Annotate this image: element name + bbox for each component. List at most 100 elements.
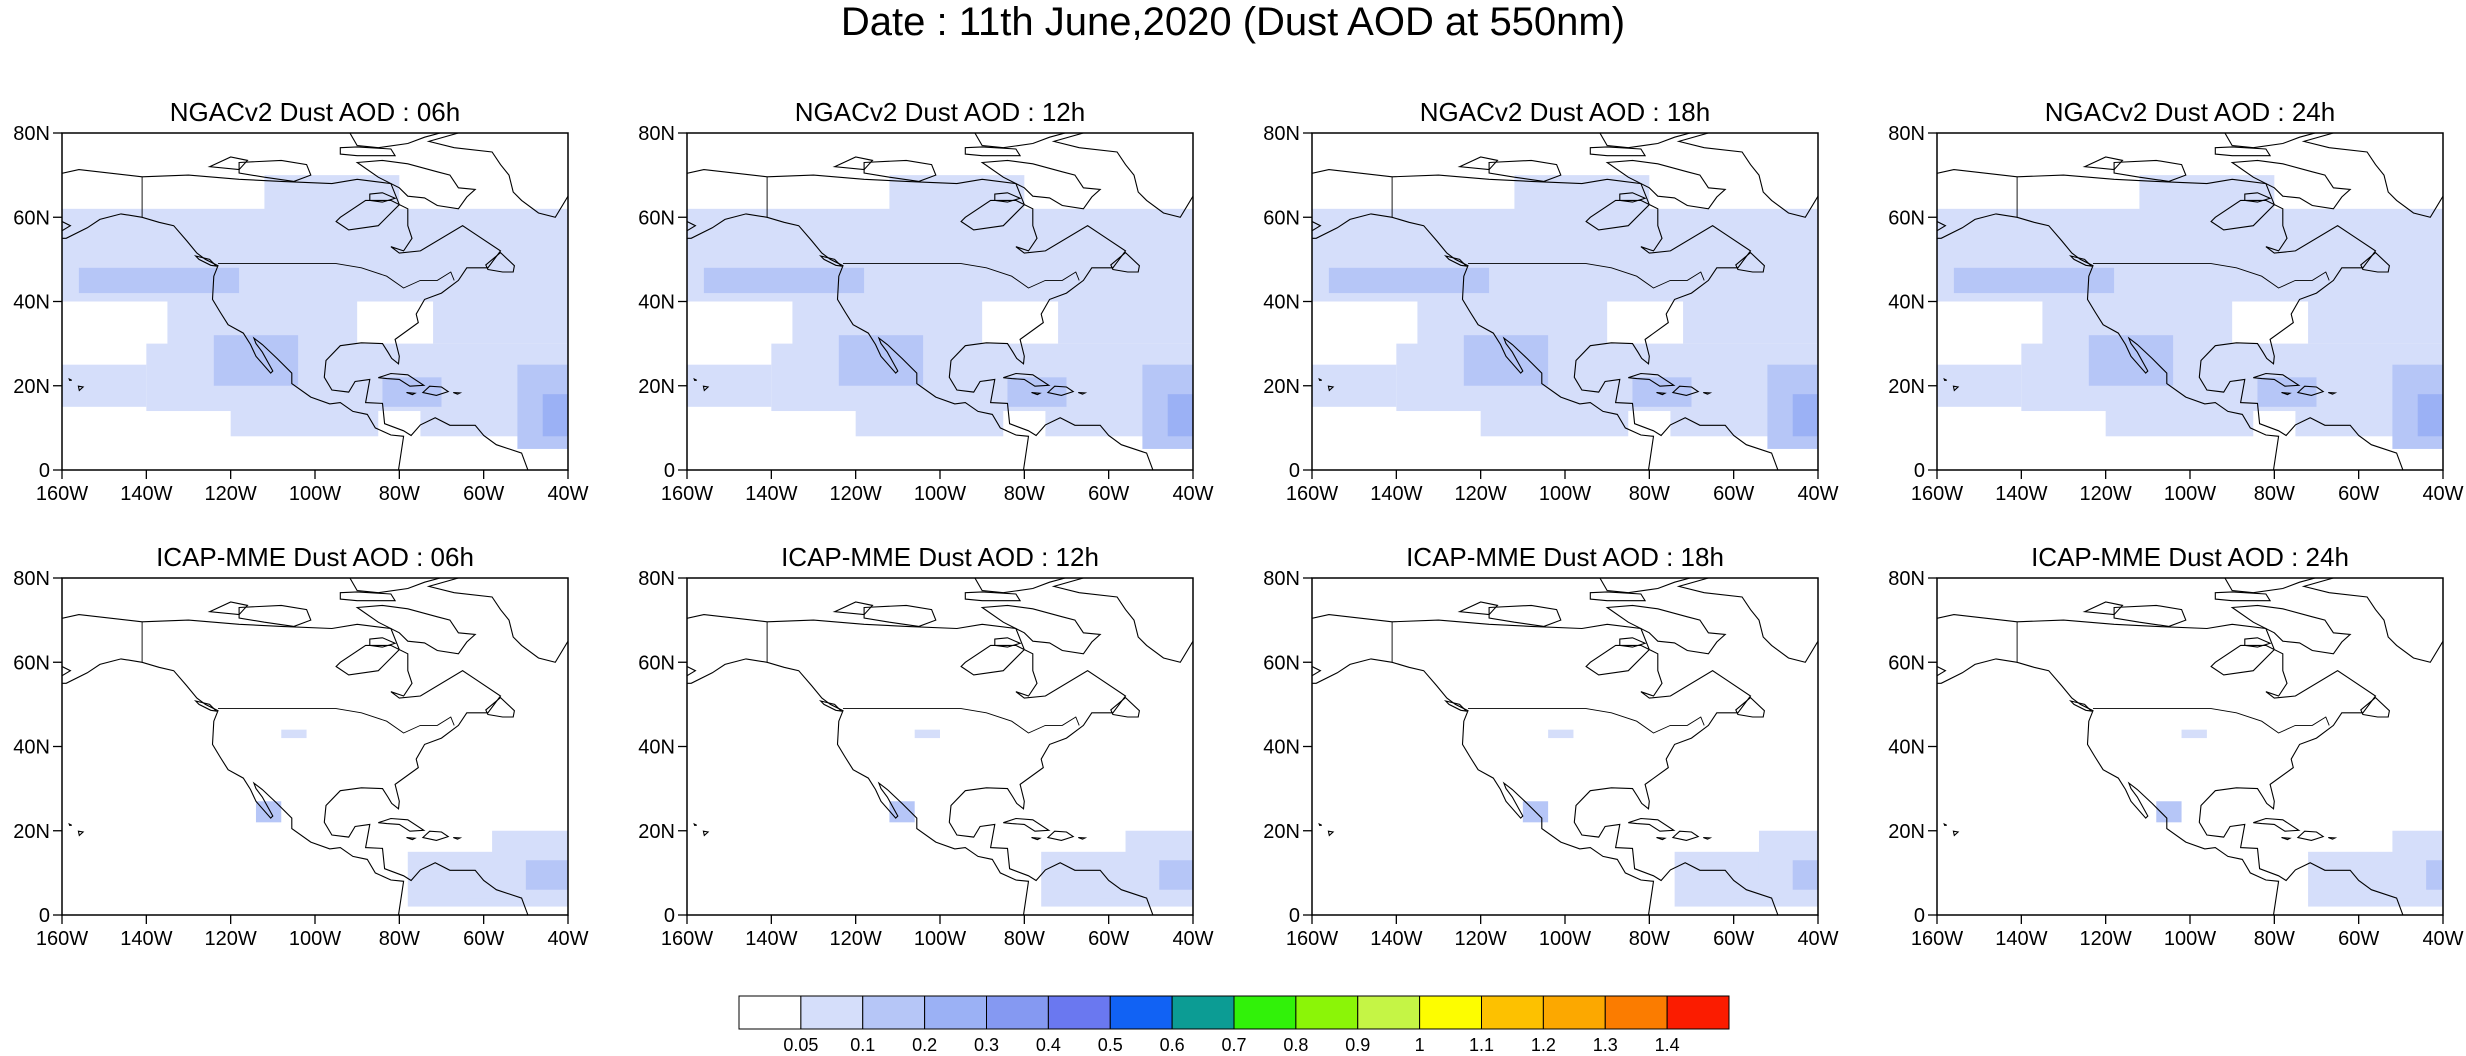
dust-aod-patch: [687, 364, 772, 407]
panel-title: ICAP-MME Dust AOD : 06h: [156, 542, 474, 572]
coastline: [1703, 391, 1713, 395]
dust-aod-patch: [889, 175, 1025, 235]
country-border: [843, 263, 1080, 289]
map-panel: ICAP-MME Dust AOD : 24h 160W 140W 120W 100W 8…: [1888, 542, 2463, 950]
x-tick-label: 160W: [1911, 928, 1963, 950]
coastline: [1046, 830, 1075, 841]
colorbar-label: 0.05: [783, 1035, 818, 1055]
coastline: [1312, 614, 1779, 915]
dust-aod-patch: [1733, 877, 1785, 899]
x-tick-label: 40W: [2422, 483, 2463, 505]
colorbar-swatch: [862, 995, 926, 1030]
y-tick-label: 20N: [1263, 821, 1300, 843]
coastline: [1943, 822, 1947, 826]
map-panel: NGACv2 Dust AOD : 12h 160W 140W 120W 100W 80W…: [638, 97, 1213, 505]
coastline: [2244, 637, 2272, 648]
coastline: [77, 385, 85, 392]
coastline: [1656, 836, 1667, 841]
coastline: [1051, 133, 1193, 218]
x-tick-label: 80W: [1004, 483, 1045, 505]
colorbar-label: 0.4: [1036, 1035, 1061, 1055]
y-tick-label: 80N: [638, 568, 675, 590]
x-tick-label: 80W: [379, 483, 420, 505]
y-tick-label: 80N: [1888, 568, 1925, 590]
x-tick-label: 60W: [2338, 483, 2379, 505]
dust-aod-patch: [1514, 175, 1650, 235]
coastline: [349, 133, 443, 149]
coastline: [2360, 251, 2390, 273]
colorbar-label: 0.3: [974, 1035, 999, 1055]
dust-aod-patch: [1159, 860, 1193, 890]
coastline: [1110, 696, 1140, 718]
coastline: [406, 391, 417, 396]
panel-title: NGACv2 Dust AOD : 12h: [795, 97, 1085, 127]
dust-aod-patch: [433, 293, 568, 344]
coastline: [2214, 591, 2272, 602]
colorbar-swatch: [1171, 995, 1235, 1030]
x-tick-label: 80W: [1004, 928, 1045, 950]
x-tick-label: 40W: [547, 483, 588, 505]
colorbar-swatch: [1233, 995, 1297, 1030]
colorbar-swatch: [986, 995, 1049, 1030]
coastline: [1589, 146, 1647, 157]
panel-title: ICAP-MME Dust AOD : 24h: [2031, 542, 2349, 572]
x-tick-label: 60W: [1713, 928, 1754, 950]
y-tick-label: 20N: [1888, 376, 1925, 398]
dust-aod-patch: [2367, 877, 2418, 899]
x-tick-label: 140W: [1995, 928, 2047, 950]
y-tick-label: 40N: [1263, 737, 1300, 759]
coastline: [2082, 156, 2124, 171]
coastline: [426, 133, 568, 218]
coastline: [1671, 385, 1700, 396]
dust-aod-patch: [855, 377, 1004, 437]
x-tick-label: 60W: [463, 928, 504, 950]
x-tick-label: 120W: [1455, 928, 1507, 950]
dust-aod-patch: [2156, 801, 2182, 823]
x-tick-label: 140W: [1995, 483, 2047, 505]
coastline: [994, 192, 1022, 203]
x-tick-label: 100W: [914, 483, 966, 505]
coastline: [1599, 133, 1693, 149]
y-tick-label: 60N: [1888, 207, 1925, 229]
x-tick-label: 60W: [2338, 928, 2379, 950]
coastline: [693, 822, 697, 826]
coastline: [1599, 578, 1693, 594]
coastline: [1735, 696, 1765, 718]
coastline: [1078, 391, 1088, 395]
country-border: [218, 263, 455, 289]
x-tick-label: 40W: [547, 928, 588, 950]
coastline: [1110, 251, 1140, 273]
coastline: [1031, 391, 1042, 396]
y-tick-label: 40N: [638, 292, 675, 314]
colorbar-label: 0.6: [1160, 1035, 1185, 1055]
y-tick-label: 40N: [1888, 737, 1925, 759]
dust-aod-patch: [1792, 860, 1818, 890]
coastline: [687, 614, 1154, 915]
colorbar-swatch: [1542, 995, 1606, 1030]
dust-aod-patch: [914, 729, 940, 739]
coastline: [1046, 385, 1075, 396]
dust-aod-patch: [2181, 729, 2207, 739]
coastline: [1318, 822, 1322, 826]
x-tick-label: 140W: [120, 928, 172, 950]
y-tick-label: 20N: [13, 376, 50, 398]
coastline: [1735, 251, 1765, 273]
country-border: [1468, 263, 1705, 289]
colorbar-label: 1.1: [1469, 1035, 1494, 1055]
coastline: [485, 251, 515, 273]
dust-aod-patch: [1683, 293, 1818, 344]
coastline: [1327, 385, 1335, 392]
y-tick-label: 60N: [1263, 652, 1300, 674]
dust-aod-patch: [264, 175, 400, 235]
x-tick-label: 40W: [1172, 483, 1213, 505]
x-tick-label: 140W: [120, 483, 172, 505]
x-tick-label: 40W: [2422, 928, 2463, 950]
panel-title: NGACv2 Dust AOD : 18h: [1420, 97, 1710, 127]
dust-aod-patch: [2417, 394, 2443, 437]
x-tick-label: 100W: [2164, 928, 2216, 950]
colorbar-label: 0.9: [1345, 1035, 1370, 1055]
coastline: [994, 637, 1022, 648]
colorbar: 0.05 0.1 0.2 0.3 0.4 0.5 0.6 0.7 0.8 0.9 1 1.1 1.2 1.…: [738, 995, 1730, 1055]
dust-aod-patch: [2426, 860, 2443, 890]
